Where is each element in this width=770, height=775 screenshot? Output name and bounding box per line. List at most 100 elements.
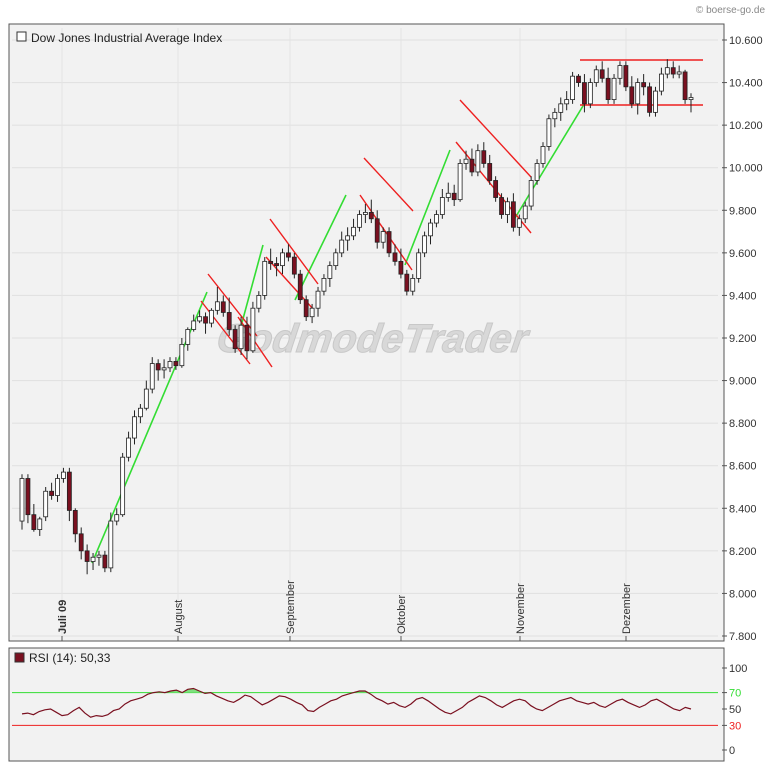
candle-body [357, 214, 362, 228]
candle [422, 231, 427, 258]
candle-body [143, 388, 149, 409]
candle-body [333, 252, 339, 267]
candle-body [605, 77, 611, 101]
date-tick-label: November [515, 583, 527, 634]
candle-body [664, 67, 670, 75]
copyright-watermark: © boerse-go.de [696, 5, 766, 16]
logo-watermark: GodmodeTrader [214, 316, 533, 361]
candle [333, 248, 339, 270]
candle [96, 550, 102, 566]
candle-body [653, 90, 658, 113]
channel-line [359, 194, 413, 271]
candle [327, 261, 333, 287]
candle-body [132, 416, 137, 439]
rsi-tick-label: 70 [729, 688, 741, 700]
candle [457, 159, 463, 202]
candle-body [61, 471, 66, 479]
candle-body [120, 456, 126, 516]
candle-body [481, 150, 487, 164]
rsi-tick-label: 0 [729, 745, 735, 757]
candle [61, 467, 66, 483]
candle [629, 76, 635, 109]
price-tick-label: 9.000 [729, 376, 757, 388]
candle [599, 61, 605, 83]
candle-body [362, 212, 368, 215]
candle [309, 303, 315, 324]
candle-body [629, 86, 635, 105]
channel-line [269, 218, 319, 285]
candle [84, 544, 90, 575]
candle-body [220, 301, 226, 313]
candle [623, 61, 629, 92]
candle-body [291, 256, 297, 275]
candle [682, 69, 688, 104]
candle [546, 114, 552, 151]
candle-body [422, 235, 427, 254]
candle-body [392, 252, 398, 262]
candle [214, 286, 220, 315]
price-tick-label: 9.600 [729, 248, 757, 260]
candle-body [114, 514, 120, 522]
candle-body [191, 320, 197, 330]
candle-body [256, 295, 262, 309]
price-tick-label: 8.400 [729, 503, 757, 515]
candle-body [203, 316, 208, 324]
candle [191, 314, 197, 332]
support-trendline [239, 244, 264, 331]
candle-body [475, 150, 481, 173]
candle-body [593, 69, 599, 83]
candle [161, 359, 167, 379]
candle-body [19, 478, 25, 522]
candle-body [587, 82, 593, 105]
candle-body [214, 301, 220, 311]
candle [398, 248, 404, 279]
candle-body [439, 197, 445, 215]
candle [647, 82, 652, 117]
candle-body [522, 205, 528, 220]
candle [339, 231, 345, 258]
candle-body [161, 367, 167, 371]
candle [357, 210, 362, 232]
candle [463, 150, 469, 170]
candle-body [197, 316, 203, 322]
candle [653, 86, 658, 117]
candle [49, 482, 55, 500]
candle-body [534, 163, 540, 181]
candle [315, 286, 321, 317]
candle-body [469, 158, 475, 173]
candle [256, 291, 262, 313]
rsi-title: RSI (14): 50,33 [29, 651, 111, 665]
candle [445, 182, 451, 202]
candle-body [309, 307, 315, 318]
rsi-legend-swatch [14, 652, 25, 663]
candle [617, 61, 623, 85]
price-tick-label: 8.800 [729, 418, 757, 430]
candle-body [676, 71, 682, 75]
date-tick-label: Oktober [396, 595, 408, 634]
candle [404, 269, 410, 296]
rsi-tick-label: 50 [729, 704, 741, 716]
candle-body [167, 361, 173, 369]
candle-body [564, 99, 570, 105]
date-axis: Juli 09 August September Oktober November Dez… [57, 580, 633, 641]
price-tick-label: 8.200 [729, 546, 757, 558]
candle [664, 59, 670, 79]
rsi-tick-label: 30 [729, 720, 741, 732]
candle [676, 65, 682, 79]
candle-body [179, 343, 185, 367]
candle-body [434, 214, 439, 224]
candle-body [368, 212, 374, 220]
candle [516, 214, 522, 236]
candle-body [641, 82, 647, 88]
candle [528, 176, 534, 211]
price-axis: 10.600 10.400 10.200 10.000 9.800 9.600 9.400 9… [722, 35, 763, 643]
candle [280, 248, 285, 275]
candle-body [297, 273, 303, 301]
channel-line [459, 99, 532, 178]
candle [268, 248, 274, 270]
candle [173, 357, 179, 370]
candle-body [209, 309, 214, 324]
channel-line [363, 157, 414, 212]
candle-body [72, 510, 78, 535]
